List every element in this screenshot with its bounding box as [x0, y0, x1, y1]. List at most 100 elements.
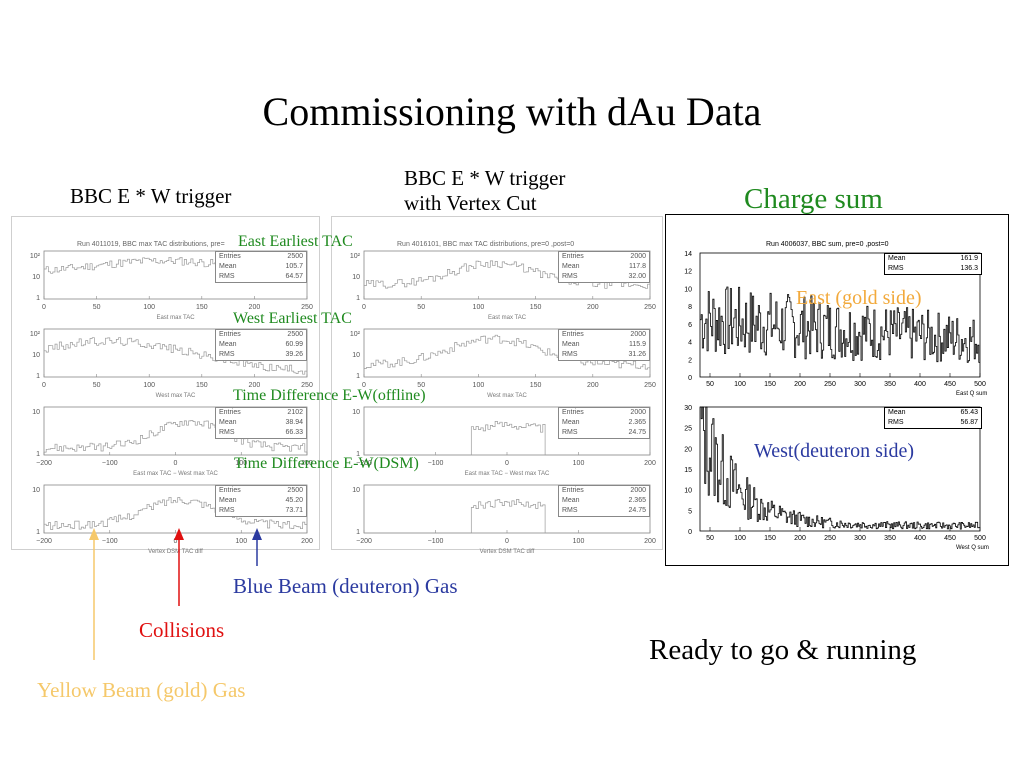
stats-row: Mean 65.43 — [885, 408, 981, 418]
east-charge-sum-histogram: 14 12 10 8 6 4 2 0 50 100 150 200 250 300 350 400 450 500… — [684, 251, 987, 397]
x-axis-label: West max TAC — [487, 393, 527, 399]
y-tick-label: 15 — [684, 467, 692, 474]
y-tick-label: 10 — [352, 487, 360, 494]
middle-column-label: BBC E * W trigger with Vertex Cut — [404, 166, 565, 216]
x-tick-label: 250 — [824, 535, 836, 542]
x-tick-label: 450 — [944, 381, 956, 388]
stats-key: Mean — [562, 419, 580, 426]
x-tick-label: 100 — [143, 304, 155, 311]
x-tick-label: 0 — [174, 460, 178, 467]
histogram-line — [364, 334, 650, 370]
stats-value: 64.57 — [285, 273, 303, 280]
x-tick-label: 0 — [42, 304, 46, 311]
x-tick-label: 200 — [587, 382, 599, 389]
stats-row: RMS 32.00 — [559, 272, 649, 282]
east-gold-side-label: East (gold side) — [796, 287, 922, 309]
frame — [43, 250, 308, 300]
x-axis-label: East max TAC — [488, 315, 527, 321]
x-tick-label: 200 — [794, 381, 806, 388]
stats-value: 24.75 — [628, 429, 646, 436]
x-tick-label: 50 — [706, 381, 714, 388]
stats-key: RMS — [219, 507, 235, 514]
x-tick-label: 300 — [854, 535, 866, 542]
y-tick-label: 10² — [350, 331, 361, 338]
stats-key: Entries — [219, 253, 241, 260]
stats-key: Entries — [219, 487, 241, 494]
stats-row: RMS 136.3 — [885, 264, 981, 274]
collisions-label: Collisions — [139, 618, 225, 642]
y-tick-label: 10 — [684, 488, 692, 495]
frame — [43, 328, 308, 378]
stats-box: Entries 2500 Mean 60.99 RMS 39.26 — [215, 329, 307, 361]
x-tick-label: 200 — [301, 538, 313, 545]
stats-value: 2000 — [630, 253, 646, 260]
stats-key: Mean — [562, 497, 580, 504]
x-tick-label: 100 — [143, 382, 155, 389]
x-tick-label: 0 — [505, 538, 509, 545]
x-tick-label: 250 — [644, 304, 656, 311]
stats-key: Entries — [219, 409, 241, 416]
stats-key: RMS — [562, 273, 578, 280]
charge-sum-panel: Run 4006037, BBC sum, pre=0 ,post=0 14 12 1… — [665, 214, 1009, 566]
stats-value: 2000 — [630, 331, 646, 338]
left-column-label: BBC E * W trigger — [70, 184, 232, 208]
frame — [699, 406, 981, 532]
stats-value: 117.8 — [629, 263, 646, 270]
x-tick-label: 150 — [196, 382, 208, 389]
stats-key: Mean — [219, 419, 237, 426]
stats-row: Mean 60.99 — [216, 340, 306, 350]
x-axis-label: East max TAC − West max TAC — [465, 471, 550, 477]
x-tick-label: −100 — [102, 460, 118, 467]
stats-key: RMS — [562, 507, 578, 514]
histogram-line — [44, 496, 307, 530]
stats-key: RMS — [219, 273, 235, 280]
row-label-west-earliest-tac: West Earliest TAC — [233, 310, 352, 327]
stats-row: RMS 66.33 — [216, 428, 306, 438]
stats-value: 2500 — [287, 253, 303, 260]
x-tick-label: 100 — [473, 304, 485, 311]
stats-key: Mean — [219, 497, 237, 504]
y-tick-label: 4 — [688, 340, 692, 347]
stats-row: RMS 24.75 — [559, 506, 649, 516]
stats-value: 65.43 — [960, 409, 978, 416]
y-tick-label: 12 — [684, 269, 692, 276]
stats-row: Mean 105.7 — [216, 262, 306, 272]
stats-row: Mean 2.365 — [559, 496, 649, 506]
x-axis-label: West Q sum — [956, 545, 989, 551]
stats-row: Mean 45.20 — [216, 496, 306, 506]
y-tick-label: 14 — [684, 251, 692, 258]
x-tick-label: 350 — [884, 381, 896, 388]
x-tick-label: 450 — [944, 535, 956, 542]
x-tick-label: 500 — [974, 535, 986, 542]
frame — [699, 252, 981, 378]
stats-value: 73.71 — [285, 507, 303, 514]
y-tick-label: 10 — [352, 409, 360, 416]
x-tick-label: 100 — [734, 535, 746, 542]
x-axis-label: East max TAC − West max TAC — [133, 471, 218, 477]
y-tick-label: 1 — [36, 529, 40, 536]
y-tick-label: 1 — [356, 451, 360, 458]
x-tick-label: 100 — [235, 538, 247, 545]
y-tick-label: 1 — [356, 373, 360, 380]
stats-value: 56.87 — [960, 419, 978, 426]
stats-box: Entries 2102 Mean 38.94 RMS 66.33 — [215, 407, 307, 439]
histogram-tac-diff: 10 1 −200 −100 0 100 200 East max TAC − West ma… — [352, 406, 656, 477]
middle-column-label-line1: BBC E * W trigger — [404, 166, 566, 190]
stats-value: 32.00 — [628, 273, 646, 280]
stats-key: RMS — [888, 265, 904, 272]
ready-status-label: Ready to go & running — [649, 634, 917, 666]
stats-box: Entries 2000 Mean 115.9 RMS 31.26 — [558, 329, 650, 361]
x-tick-label: 200 — [301, 460, 313, 467]
row-label-time-diff-dsm: Time Difference E-W(DSM) — [234, 455, 419, 472]
y-tick-label: 10² — [350, 253, 361, 260]
x-axis-label: Vertex DSM TAC diff — [148, 549, 203, 555]
y-tick-label: 10² — [30, 253, 41, 260]
stats-box: Entries 2500 Mean 45.20 RMS 73.71 — [215, 485, 307, 517]
x-axis-label: East max TAC — [156, 315, 195, 321]
x-tick-label: 150 — [764, 535, 776, 542]
x-tick-label: 200 — [587, 304, 599, 311]
y-tick-label: 2 — [688, 357, 692, 364]
frame — [363, 328, 651, 378]
frame — [363, 250, 651, 300]
stats-row: Entries 2000 — [559, 486, 649, 496]
